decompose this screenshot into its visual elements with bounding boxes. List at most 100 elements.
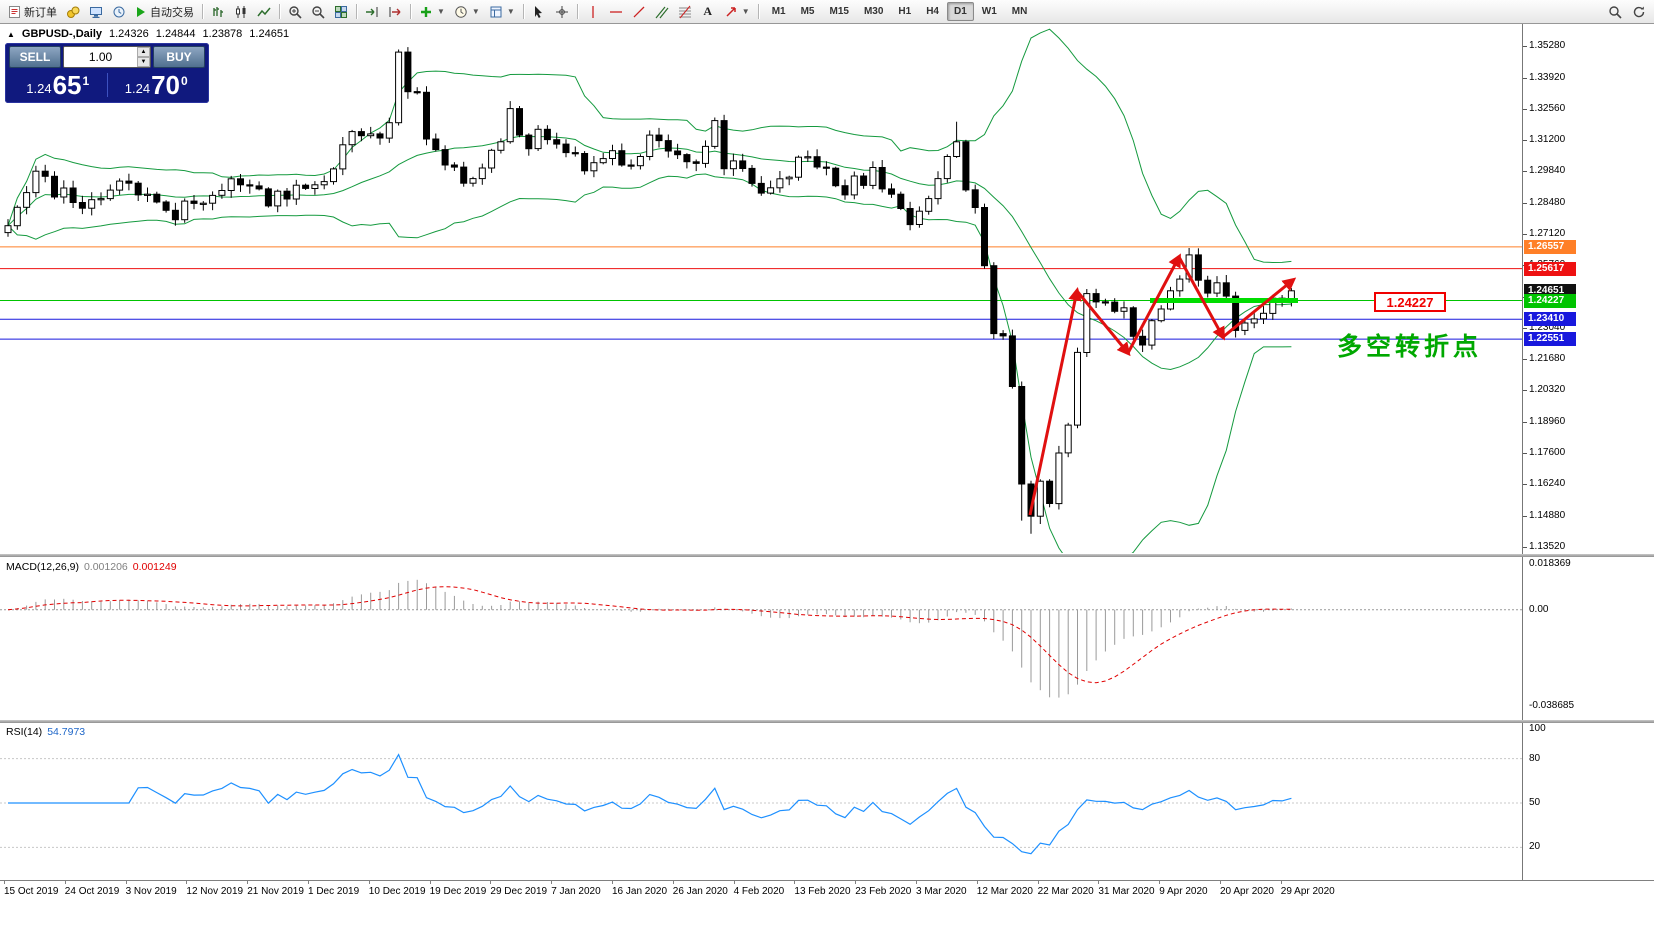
macd-panel[interactable]: MACD(12,26,9) 0.001206 0.001249 bbox=[0, 558, 1522, 720]
chart-canvas[interactable] bbox=[0, 24, 1522, 553]
chart-shift-icon bbox=[388, 5, 402, 19]
main-chart[interactable]: ▲ GBPUSD-,Daily 1.24326 1.24844 1.23878 … bbox=[0, 24, 1522, 553]
zoom-out-icon bbox=[311, 5, 325, 19]
price-tick-label: 1.20320 bbox=[1529, 384, 1566, 396]
line-chart-button[interactable] bbox=[253, 2, 275, 22]
chart-expand-icon[interactable]: ▲ bbox=[7, 29, 15, 39]
channel-button[interactable] bbox=[651, 2, 673, 22]
timeframe-m30-button[interactable]: M30 bbox=[857, 2, 890, 21]
zoom-in-icon bbox=[288, 5, 302, 19]
lot-decrease-button[interactable]: ▼ bbox=[137, 57, 150, 67]
date-label: 20 Apr 2020 bbox=[1220, 886, 1274, 897]
toolbar-separator bbox=[757, 4, 759, 19]
dropdown-caret-icon: ▼ bbox=[471, 7, 480, 16]
text-button[interactable]: A bbox=[697, 2, 719, 22]
price-level-box: 1.23410 bbox=[1524, 312, 1576, 327]
sell-price-small: 1.24 bbox=[26, 81, 52, 96]
date-label: 15 Oct 2019 bbox=[4, 886, 59, 897]
candlestick-chart-button[interactable] bbox=[230, 2, 252, 22]
gold-icon bbox=[66, 5, 80, 19]
toolbar: 新订单 自动交易 bbox=[0, 0, 1654, 24]
zoom-in-button[interactable] bbox=[284, 2, 306, 22]
trendline-button[interactable] bbox=[628, 2, 650, 22]
bar-chart-icon bbox=[211, 5, 225, 19]
lot-size-input[interactable] bbox=[64, 47, 137, 67]
vertical-line-button[interactable] bbox=[582, 2, 604, 22]
fibonacci-button[interactable] bbox=[674, 2, 696, 22]
sell-button[interactable]: SELL bbox=[9, 46, 61, 68]
auto-trading-play-icon bbox=[135, 6, 147, 18]
crosshair-button[interactable] bbox=[551, 2, 573, 22]
candlestick-icon bbox=[234, 5, 248, 19]
timeframe-mn-button[interactable]: MN bbox=[1005, 2, 1035, 21]
buy-price-small: 1.24 bbox=[124, 81, 151, 96]
rsi-panel[interactable]: RSI(14) 54.7973 bbox=[0, 723, 1522, 880]
arrows-button[interactable]: ▼ bbox=[720, 2, 754, 22]
scale-tick bbox=[1523, 140, 1527, 142]
chart-shift-button[interactable] bbox=[384, 2, 406, 22]
timeframe-h1-button[interactable]: H1 bbox=[891, 2, 918, 21]
symbol-title: GBPUSD-,Daily bbox=[21, 28, 102, 40]
date-tick bbox=[612, 881, 613, 884]
date-label: 9 Apr 2020 bbox=[1159, 886, 1208, 897]
macd-main-value: 0.001206 bbox=[83, 561, 128, 573]
date-tick bbox=[1037, 881, 1039, 884]
bar-chart-button[interactable] bbox=[207, 2, 229, 22]
price-annotation-box[interactable]: 1.24227 bbox=[1374, 292, 1446, 312]
ohlc-open: 1.24326 bbox=[109, 28, 149, 40]
indicators-button[interactable]: ▼ bbox=[415, 2, 449, 22]
trendline-icon bbox=[632, 5, 646, 19]
search-button[interactable] bbox=[1604, 2, 1626, 22]
time-axis[interactable]: 15 Oct 2019 24 Oct 2019 3 Nov 2019 12 Nov 2… bbox=[0, 880, 1654, 902]
new-order-button[interactable]: 新订单 bbox=[4, 2, 61, 22]
auto-trading-button[interactable]: 自动交易 bbox=[131, 2, 198, 22]
rsi-scale-label: 50 bbox=[1529, 797, 1541, 808]
date-tick bbox=[125, 881, 127, 884]
timeframe-m1-button[interactable]: M1 bbox=[765, 2, 793, 21]
buy-price[interactable]: 1.24 70 0 bbox=[108, 71, 206, 98]
new-order-label: 新订单 bbox=[24, 6, 57, 19]
strategy-tester-button[interactable] bbox=[108, 2, 130, 22]
price-scale[interactable]: 1.35280 1.33920 1.32560 1.31200 1.29840 1.284… bbox=[1523, 24, 1654, 880]
macd-scale-label: 0.00 bbox=[1529, 603, 1549, 615]
scale-tick bbox=[1523, 108, 1527, 110]
market-watch-button[interactable] bbox=[62, 2, 84, 22]
date-tick bbox=[308, 881, 309, 884]
templates-button[interactable]: ▼ bbox=[485, 2, 519, 22]
lot-increase-button[interactable]: ▲ bbox=[137, 47, 150, 57]
dropdown-caret-icon: ▼ bbox=[437, 7, 445, 16]
price-tick-label: 1.35280 bbox=[1529, 40, 1566, 52]
date-label: 10 Dec 2019 bbox=[368, 886, 426, 897]
refresh-icon bbox=[1632, 5, 1646, 19]
sell-price[interactable]: 1.24 65 1 bbox=[9, 71, 107, 98]
timeframe-w1-button[interactable]: W1 bbox=[975, 2, 1004, 21]
toolbar-separator bbox=[279, 4, 280, 19]
zoom-out-button[interactable] bbox=[307, 2, 329, 22]
horizontal-line-button[interactable] bbox=[605, 2, 627, 22]
periods-button[interactable]: ▼ bbox=[450, 2, 484, 22]
chart-header: ▲ GBPUSD-,Daily 1.24326 1.24844 1.23878 … bbox=[7, 28, 289, 40]
ohlc-low: 1.23878 bbox=[202, 28, 243, 40]
date-label: 1 Dec 2019 bbox=[308, 886, 360, 897]
profile-button[interactable] bbox=[1628, 2, 1650, 22]
cursor-button[interactable] bbox=[528, 2, 550, 22]
tile-windows-button[interactable] bbox=[330, 2, 352, 22]
auto-scroll-button[interactable] bbox=[361, 2, 383, 22]
price-level-box: 1.22551 bbox=[1524, 332, 1576, 347]
pane-splitter[interactable] bbox=[0, 554, 1654, 557]
rsi-name: RSI(14) bbox=[6, 726, 43, 738]
macd-scale-label: -0.038685 bbox=[1529, 699, 1575, 711]
vertical-line-icon bbox=[587, 5, 599, 19]
date-label: 29 Apr 2020 bbox=[1280, 886, 1335, 897]
timeframe-d1-button[interactable]: D1 bbox=[947, 2, 974, 21]
timeframe-h4-button[interactable]: H4 bbox=[919, 2, 946, 21]
pane-splitter[interactable] bbox=[0, 720, 1654, 723]
date-tick bbox=[368, 881, 370, 884]
macd-label: MACD(12,26,9) 0.001206 0.001249 bbox=[6, 561, 177, 573]
buy-button[interactable]: BUY bbox=[153, 46, 205, 68]
terminal-button[interactable] bbox=[85, 2, 107, 22]
timeframe-m5-button[interactable]: M5 bbox=[794, 2, 822, 21]
date-label: 24 Oct 2019 bbox=[64, 886, 120, 897]
timeframe-m15-button[interactable]: M15 bbox=[823, 2, 856, 21]
turning-point-annotation[interactable]: 多空转折点 bbox=[1337, 333, 1483, 361]
